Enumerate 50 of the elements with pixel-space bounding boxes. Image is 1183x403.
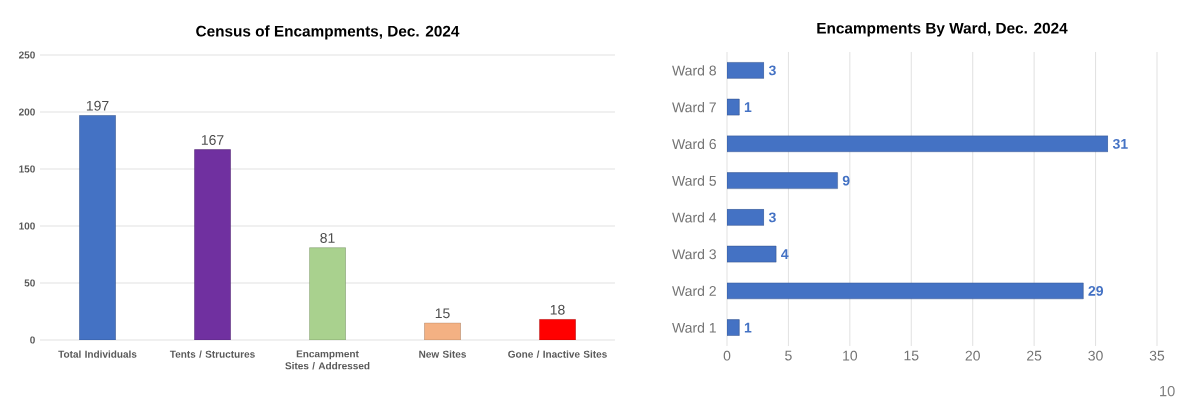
x-tick-label: Encampment Sites / Addressed (285, 350, 370, 370)
x-tick-label: Tents / Structures (169, 350, 255, 358)
data-label: 197 (86, 100, 109, 111)
y-tick-label: 50 (24, 279, 35, 287)
data-label: 4 (781, 249, 789, 259)
y-tick-label: Ward 5 (672, 175, 716, 186)
data-label: 1 (744, 102, 752, 112)
bar (727, 319, 740, 336)
bar (727, 282, 1084, 300)
x-tick-label: 35 (1149, 350, 1165, 361)
data-label: 3 (768, 65, 776, 76)
text: 10 (1160, 385, 1175, 397)
y-tick-label: 0 (30, 336, 35, 344)
data-label: 31 (1112, 138, 1128, 149)
y-tick-label: Ward 7 (672, 101, 716, 113)
chart-title: Encampments By Ward, Dec. 2024 (817, 22, 1068, 37)
data-label: 3 (768, 212, 776, 223)
data-label: 29 (1088, 285, 1104, 296)
data-label: 9 (842, 175, 850, 186)
data-label: 15 (435, 308, 450, 319)
x-tick-label: Gone / Inactive Sites (508, 350, 607, 358)
data-label: 167 (201, 135, 224, 145)
y-tick-label: Ward 1 (672, 322, 716, 333)
x-tick-label: 25 (1027, 350, 1042, 361)
x-tick-label: 5 (785, 350, 792, 361)
bar (727, 209, 765, 226)
bar (727, 62, 765, 79)
y-tick-label: Ward 2 (672, 285, 716, 297)
bar (79, 115, 116, 340)
data-label: 81 (320, 233, 335, 243)
data-label: 1 (744, 322, 752, 333)
x-tick-label: 20 (965, 350, 980, 361)
y-tick-label: 150 (19, 165, 35, 173)
y-tick-label: 200 (18, 108, 35, 116)
y-tick-label: Ward 6 (672, 138, 716, 150)
x-tick-label: 30 (1088, 350, 1103, 361)
y-tick-label: 100 (19, 222, 35, 230)
data-label: 18 (550, 304, 565, 315)
bar (727, 135, 1109, 153)
x-tick-label: 0 (723, 350, 731, 361)
y-tick-label: Ward 3 (672, 248, 716, 260)
x-tick-label: 10 (843, 350, 858, 361)
y-tick-label: Ward 8 (672, 65, 716, 76)
y-tick-label: Ward 4 (672, 212, 717, 223)
x-tick-label: 15 (904, 350, 919, 361)
chart-title: Census of Encampments, Dec. 2024 (196, 25, 460, 40)
x-tick-label: New Sites (419, 350, 466, 358)
x-tick-label: Total Individuals (58, 350, 137, 358)
y-tick-label: 250 (18, 51, 35, 59)
bar (194, 149, 231, 340)
